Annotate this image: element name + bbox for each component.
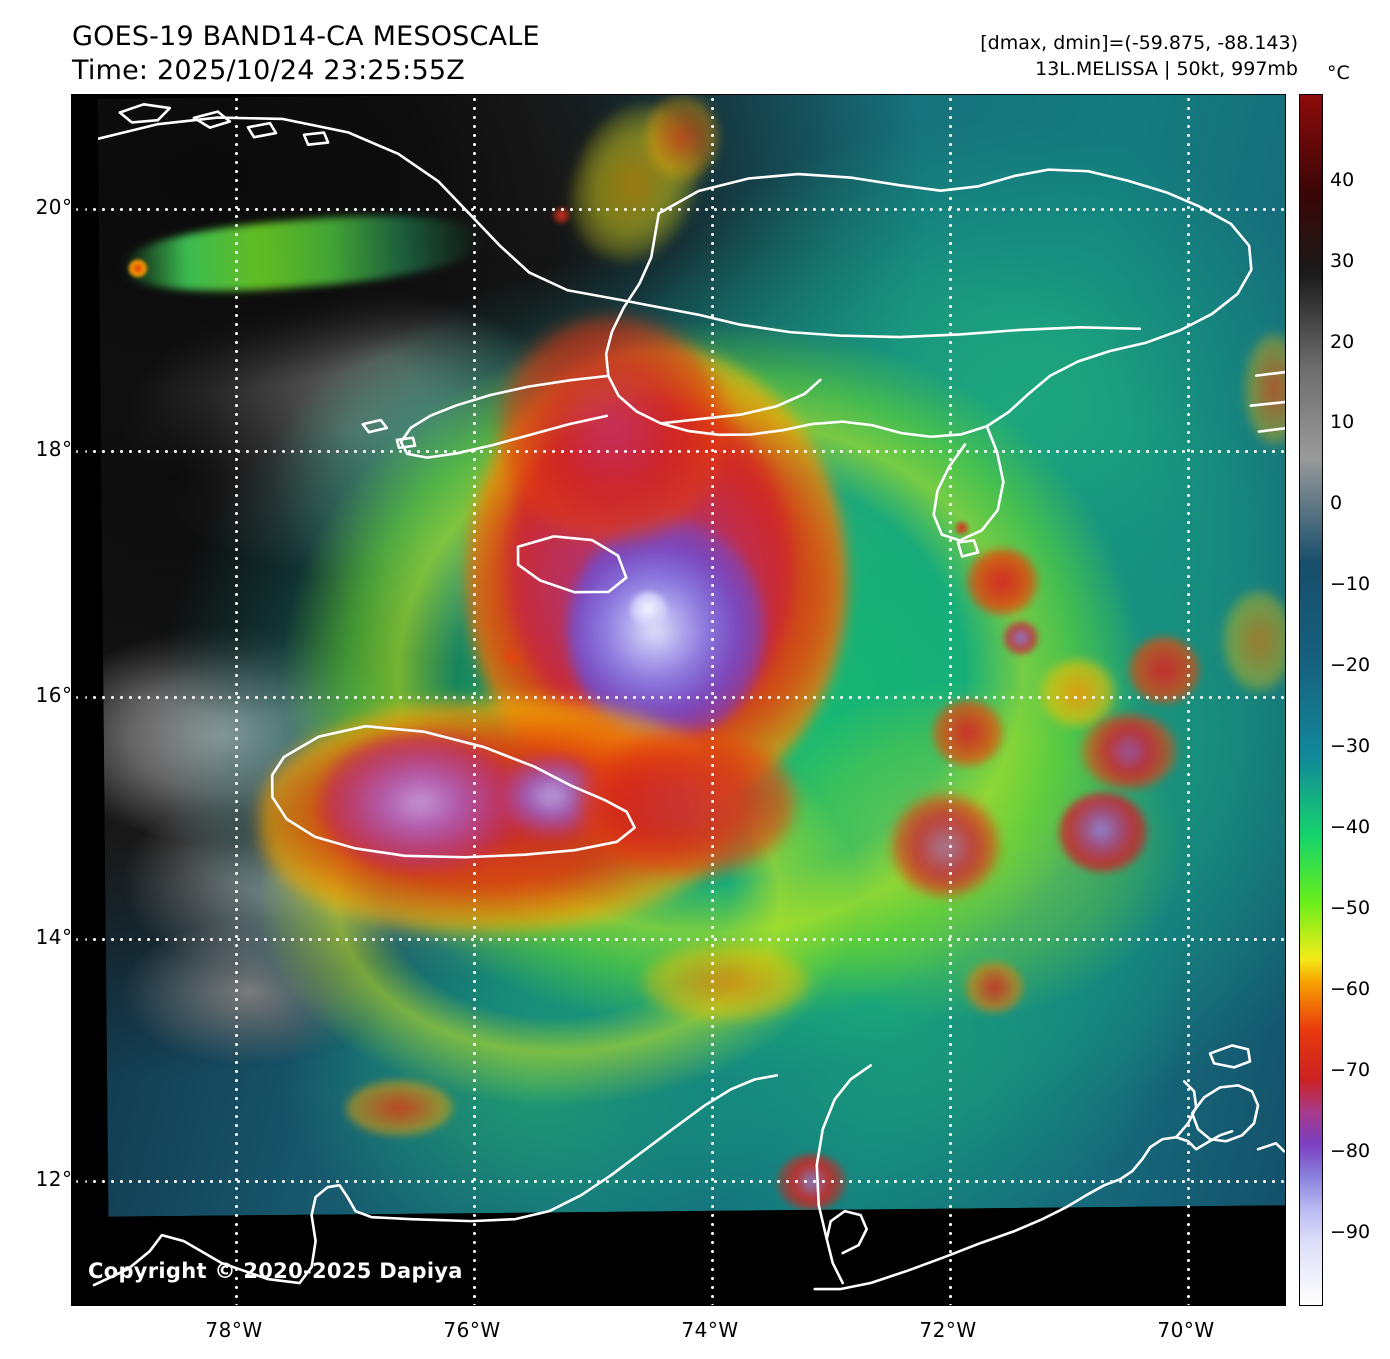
temperature-colorbar[interactable] (1299, 94, 1323, 1306)
page-title: GOES-19 BAND14-CA MESOSCALE (72, 21, 540, 52)
coast-guajira (1174, 1080, 1198, 1139)
coast-jamaica (270, 724, 636, 859)
timestamp-label: Time: 2025/10/24 23:25:55Z (72, 55, 465, 86)
coast-paraguana (1190, 1084, 1260, 1143)
south-america-coastline (92, 1044, 1285, 1291)
coast-gonave-island (516, 535, 628, 594)
ytick-12n: 12°N (35, 1167, 88, 1191)
xtick-72w: 72°W (919, 1318, 977, 1342)
cbtick-m30: −30 (1330, 735, 1371, 757)
colorbar-unit-label: °C (1327, 62, 1350, 84)
cbtick-m70: −70 (1330, 1059, 1371, 1081)
coast-venezuela (813, 1129, 1234, 1291)
cbtick-m10: −10 (1330, 573, 1371, 595)
coast-islet-a (361, 418, 389, 434)
xtick-76w: 76°W (443, 1318, 501, 1342)
ytick-14n: 14°N (35, 925, 88, 949)
coast-cay-3 (302, 131, 330, 147)
cbtick-m90: −90 (1330, 1221, 1371, 1243)
coast-cay-2 (246, 121, 278, 139)
cbtick-m40: −40 (1330, 816, 1371, 838)
cbtick-m50: −50 (1330, 897, 1371, 919)
ytick-20n: 20°N (35, 195, 88, 219)
coast-dr-islet (956, 539, 980, 558)
coast-maracaibo (815, 1064, 872, 1241)
coast-cay-1 (192, 110, 232, 129)
coast-dr-south (932, 424, 1005, 542)
cbtick-40: 40 (1330, 169, 1355, 191)
cbtick-30: 30 (1330, 250, 1355, 272)
ytick-16n: 16°N (35, 683, 88, 707)
cbtick-0: 0 (1330, 492, 1343, 514)
cbtick-m80: −80 (1330, 1140, 1371, 1162)
coast-east-islet-2 (1249, 399, 1285, 407)
coast-east-islet-3 (1257, 425, 1285, 433)
data-range-label: [dmax, dmin]=(-59.875, -88.143) (980, 32, 1298, 54)
coast-east-islet-1 (1255, 369, 1285, 377)
storm-info-label: 13L.MELISSA | 50kt, 997mb (1035, 58, 1298, 80)
coast-colombia (92, 1074, 779, 1287)
xtick-74w: 74°W (681, 1318, 739, 1342)
coast-curacao (1256, 1141, 1285, 1153)
satellite-swath (97, 95, 1285, 1217)
coast-haiti-peninsula (399, 374, 610, 459)
cbtick-m60: −60 (1330, 978, 1371, 1000)
cbtick-10: 10 (1330, 411, 1355, 433)
cbtick-20: 20 (1330, 331, 1355, 353)
colorbar-gradient (1300, 95, 1322, 1305)
coast-venezuela-west (825, 1209, 868, 1285)
cbtick-m20: −20 (1330, 654, 1371, 676)
xtick-78w: 78°W (205, 1318, 263, 1342)
xtick-70w: 70°W (1157, 1318, 1215, 1342)
coast-gonave-bay (659, 378, 822, 425)
copyright-label: Copyright © 2020-2025 Dapiya (88, 1259, 463, 1283)
coast-islet-b (395, 436, 417, 450)
coast-cuba (97, 116, 1142, 339)
coast-cuba-cays (118, 103, 172, 124)
coast-hispaniola (604, 168, 1253, 439)
coastline-overlay (97, 103, 1285, 859)
ytick-18n: 18°N (35, 437, 88, 461)
satellite-image-plot[interactable]: Copyright © 2020-2025 Dapiya (71, 94, 1286, 1306)
coast-aruba (1208, 1044, 1252, 1069)
